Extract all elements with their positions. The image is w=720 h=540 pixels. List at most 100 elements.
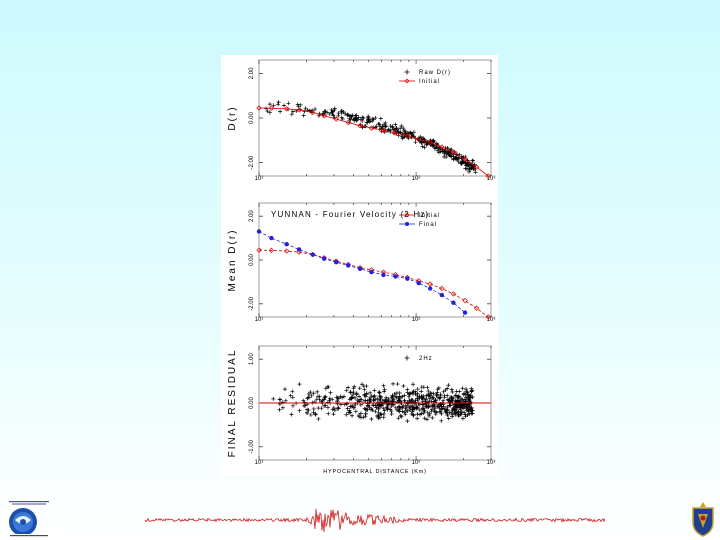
legend-label: Final — [419, 222, 437, 228]
scatter-point — [425, 392, 430, 397]
scatter-point — [411, 405, 416, 410]
scatter-point — [331, 412, 336, 417]
scatter-point — [348, 390, 353, 395]
data-point-circle — [333, 259, 339, 265]
scatter-point — [394, 395, 399, 400]
scatter-point — [456, 413, 461, 418]
scatter-point — [382, 398, 387, 403]
scatter-point — [419, 389, 424, 394]
scatter-point — [443, 409, 448, 414]
x-tick-label: 10² — [412, 317, 421, 323]
data-point-diamond — [283, 248, 290, 254]
scatter-point — [431, 408, 436, 413]
scatter-point — [399, 123, 404, 128]
data-point-diamond — [256, 105, 262, 111]
scatter-point — [366, 118, 371, 123]
scatter-point — [357, 386, 362, 391]
scatter-point — [368, 390, 373, 395]
scatter-point — [453, 156, 458, 161]
data-point-diamond — [333, 116, 339, 122]
scatter-point — [427, 399, 432, 404]
scatter-point — [415, 412, 420, 417]
data-point-diamond — [473, 305, 480, 311]
data-point-diamond — [485, 173, 491, 179]
scatter-point — [437, 396, 442, 401]
scatter-point — [336, 113, 341, 118]
scatter-point — [355, 117, 360, 122]
scatter-point — [421, 411, 426, 416]
scatter-point — [353, 113, 358, 118]
series-line-final — [258, 231, 466, 313]
scatter-point — [407, 398, 412, 403]
data-point-circle — [321, 256, 327, 261]
scatter-point — [345, 113, 350, 118]
scatter-point — [450, 390, 455, 395]
scatter-point — [413, 140, 418, 145]
x-tick-label: 10³ — [487, 460, 496, 466]
scatter-point — [328, 390, 333, 395]
scatter-point — [398, 413, 403, 418]
y-tick-label: -1.00 — [249, 439, 255, 453]
scatter-point — [290, 109, 295, 114]
scatter-point — [466, 163, 471, 168]
scatter-point — [311, 410, 316, 415]
scatter-point — [449, 147, 454, 152]
scatter-point — [323, 403, 328, 408]
scatter-point — [363, 414, 368, 419]
scatter-point — [470, 408, 475, 413]
data-point-circle — [439, 292, 445, 298]
scatter-point — [377, 390, 382, 395]
chart-svg: -2.00 0.00 2.00 10¹ 10² 10³ D(r) Raw D(r) Initia… — [227, 59, 496, 475]
scatter-point — [330, 110, 335, 115]
scatter-point — [411, 130, 416, 135]
scatter-point — [385, 407, 390, 412]
scatter-point — [466, 409, 471, 414]
scatter-point — [381, 406, 386, 411]
scatter-point — [459, 409, 464, 414]
data-point-diamond — [462, 156, 468, 162]
scatter-point — [351, 386, 356, 391]
scatter-point — [436, 385, 441, 390]
scatter-point — [376, 121, 381, 126]
scatter-point — [271, 396, 276, 401]
scatter-point — [425, 417, 430, 422]
scatter-point — [267, 110, 272, 115]
scatter-point — [418, 412, 423, 417]
y-axis-label: Mean D(r) — [227, 228, 238, 291]
scatter-point — [438, 409, 443, 414]
scatter-point — [405, 401, 410, 406]
scatter-point — [363, 407, 368, 412]
data-point-circle — [462, 310, 468, 315]
scatter-point — [460, 416, 465, 421]
scatter-point — [381, 383, 386, 388]
scatter-point — [400, 136, 405, 141]
data-point-circle — [369, 269, 374, 275]
scatter-point — [277, 407, 282, 412]
y-tick-label: 0.00 — [249, 397, 255, 409]
scatter-point — [402, 410, 407, 415]
x-tick-label: 10¹ — [255, 317, 264, 323]
data-point-diamond — [404, 133, 411, 139]
scatter-point — [313, 107, 318, 112]
data-point-diamond — [268, 247, 275, 254]
scatter-point — [409, 412, 414, 417]
x-tick-label: 10² — [412, 176, 421, 182]
scatter-point — [442, 149, 447, 154]
scatter-point — [411, 406, 416, 411]
scatter-point — [344, 401, 349, 406]
legend-marker — [404, 78, 410, 84]
scatter-point — [455, 398, 460, 403]
scatter-point — [405, 408, 410, 413]
data-point-diamond — [450, 149, 457, 156]
scatter-point — [370, 116, 375, 121]
scatter-point — [450, 396, 455, 401]
data-point-diamond — [321, 113, 327, 119]
scatter-point — [362, 387, 367, 392]
y-tick-label: 0.00 — [249, 112, 255, 124]
data-point-diamond — [296, 249, 302, 255]
scatter-point — [378, 116, 383, 121]
scatter-point — [296, 104, 301, 109]
y-tick-label: 2.00 — [249, 67, 255, 79]
scatter-point — [350, 113, 355, 118]
scatter-point — [389, 409, 394, 414]
